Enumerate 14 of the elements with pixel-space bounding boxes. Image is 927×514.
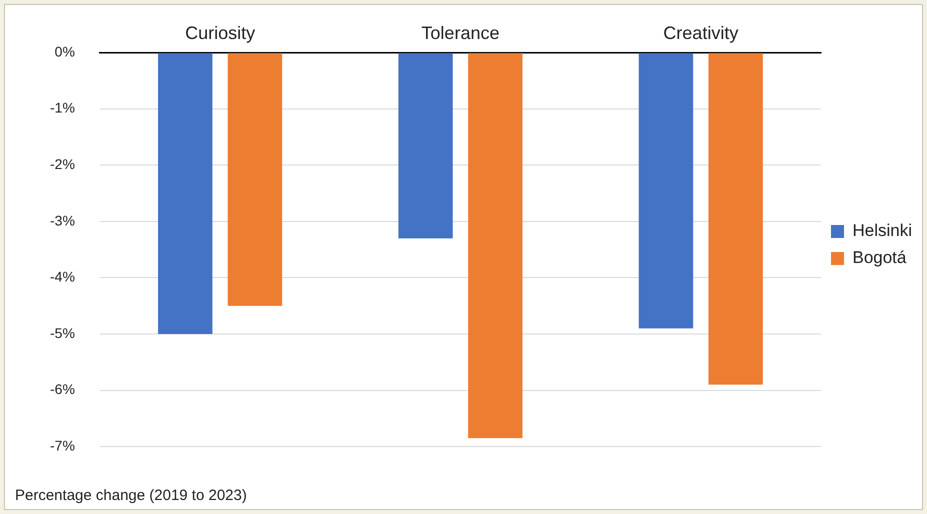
x-tick-label: Creativity [663, 22, 738, 43]
legend-label: Bogotá [852, 248, 907, 268]
y-tick-label: 0% [54, 43, 75, 60]
y-tick-label: -2% [50, 156, 75, 172]
x-tick-label: Curiosity [185, 22, 256, 43]
text: Percentage change (2019 to 2023) [15, 487, 247, 504]
y-tick-label: -5% [50, 324, 75, 341]
y-tick-label: -1% [50, 100, 75, 116]
y-tick-label: -6% [50, 381, 75, 398]
x-tick-label: Tolerance [421, 22, 500, 43]
y-tick-label: -4% [50, 268, 75, 285]
y-tick-label: -3% [50, 212, 75, 228]
legend-label: Helsinki [852, 221, 912, 240]
y-tick-label: -7% [50, 437, 75, 454]
